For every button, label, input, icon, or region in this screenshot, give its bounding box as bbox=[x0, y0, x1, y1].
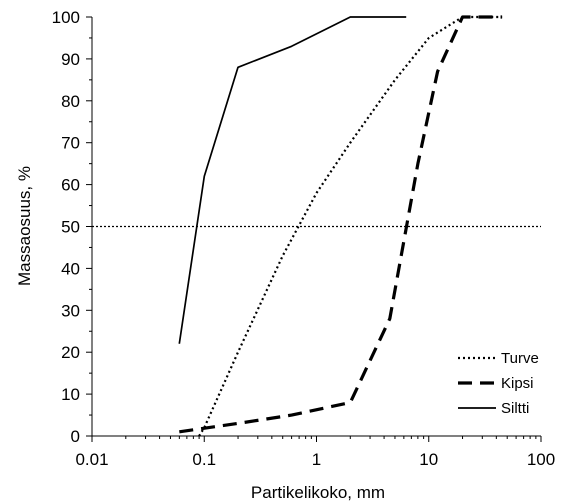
x-tick-label: 10 bbox=[419, 450, 438, 469]
y-tick-label: 60 bbox=[61, 176, 80, 195]
x-tick-label: 100 bbox=[527, 450, 555, 469]
y-tick-label: 80 bbox=[61, 92, 80, 111]
x-tick-label: 0.01 bbox=[75, 450, 108, 469]
legend-label-turve: Turve bbox=[501, 350, 539, 367]
legend-label-kipsi: Kipsi bbox=[501, 375, 534, 392]
y-tick-label: 50 bbox=[61, 218, 80, 237]
y-tick-label: 20 bbox=[61, 343, 80, 362]
y-axis-title: Massaosuus, % bbox=[15, 166, 34, 286]
y-tick-label: 40 bbox=[61, 259, 80, 278]
x-tick-label: 0.1 bbox=[192, 450, 216, 469]
legend: Turve Kipsi Siltti bbox=[458, 350, 539, 417]
y-tick-label: 0 bbox=[71, 427, 80, 446]
x-tick-label: 1 bbox=[312, 450, 321, 469]
y-tick-label: 70 bbox=[61, 134, 80, 153]
y-tick-label: 30 bbox=[61, 301, 80, 320]
tick-labels: 0 10 20 30 40 50 60 70 80 90 100 0.01 0.1 1 10 100 bbox=[52, 8, 556, 469]
series-line-kipsi bbox=[179, 15, 503, 434]
series-line-siltti bbox=[178, 16, 407, 344]
y-tick-label: 90 bbox=[61, 50, 80, 69]
series-line-turve bbox=[198, 15, 503, 437]
y-tick-label: 100 bbox=[52, 8, 80, 27]
legend-label-siltti: Siltti bbox=[501, 400, 529, 417]
x-axis-title: Partikelikoko, mm bbox=[251, 483, 385, 502]
series-group bbox=[178, 15, 503, 437]
axes bbox=[86, 16, 542, 442]
y-tick-label: 10 bbox=[61, 385, 80, 404]
